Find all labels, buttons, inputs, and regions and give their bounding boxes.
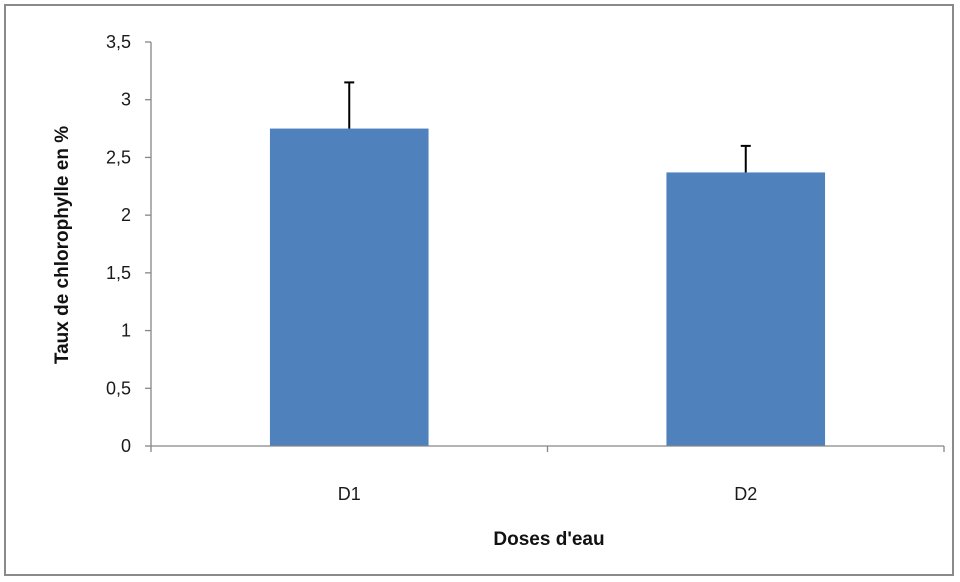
x-tick-label-d1: D1 — [338, 484, 361, 504]
y-tick-label: 1 — [121, 321, 131, 341]
bar-d1 — [269, 128, 429, 447]
y-tick-label: 0 — [121, 436, 131, 456]
y-tick-label: 1,5 — [106, 263, 131, 283]
error-bars — [344, 81, 751, 173]
bar-d2 — [666, 172, 826, 447]
y-tick-label: 0,5 — [106, 378, 131, 398]
axes — [150, 42, 945, 452]
y-axis-ticks: 0 0,5 1 1,5 2 2,5 3 3,5 — [106, 32, 151, 456]
x-tick-label-d2: D2 — [734, 484, 757, 504]
y-tick-label: 3 — [121, 90, 131, 110]
y-tick-label: 2,5 — [106, 147, 131, 167]
x-axis-title: Doses d'eau — [493, 529, 604, 550]
bars — [269, 128, 826, 447]
x-axis-labels: D1 D2 — [338, 484, 758, 504]
y-tick-label: 2 — [121, 205, 131, 225]
y-tick-label: 3,5 — [106, 32, 131, 52]
y-axis-title: Taux de chlorophylle en % — [52, 126, 73, 364]
